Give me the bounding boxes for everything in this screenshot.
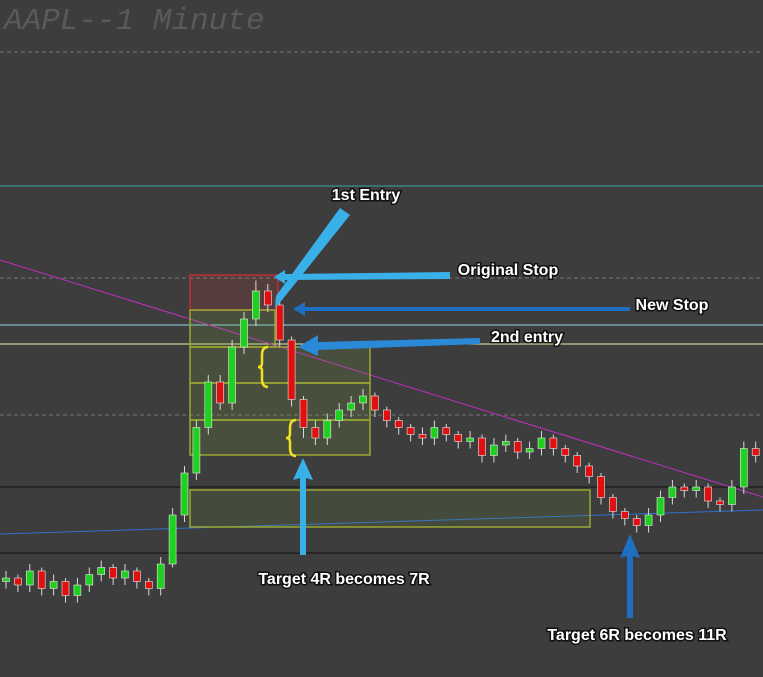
candle-body [252, 290, 260, 320]
candle-body [692, 486, 701, 491]
candle-body [49, 581, 58, 589]
candle-body [347, 402, 355, 411]
candle-body [61, 581, 70, 596]
candle-body [228, 346, 236, 404]
trend-line [0, 259, 763, 498]
candle-body [406, 427, 415, 435]
candle-body [240, 318, 248, 348]
arrow [274, 270, 450, 284]
candle-body [25, 570, 34, 586]
candle-body [751, 448, 760, 456]
brace [257, 345, 297, 458]
candle-body [382, 409, 391, 421]
candle-body [73, 584, 82, 596]
candle-body [311, 427, 320, 439]
candle-body [14, 577, 22, 586]
candle-body [121, 570, 129, 579]
annotation: Original Stop [458, 262, 559, 279]
candle-body [97, 567, 105, 575]
annotation: Target 4R becomes 7R [258, 571, 430, 588]
candles [2, 280, 760, 603]
candle-body [430, 427, 439, 439]
candle-body [133, 570, 141, 582]
candle-body [192, 427, 201, 474]
candle-body [704, 486, 712, 502]
candle-body [490, 444, 498, 456]
candle-body [716, 500, 724, 505]
candle-body [680, 486, 689, 491]
candle-body [145, 581, 153, 589]
candle-body [275, 304, 284, 341]
candle-body [263, 290, 272, 306]
candle-body [109, 567, 117, 579]
candle-body [156, 563, 165, 589]
candle-body [323, 420, 332, 439]
candle-body [644, 514, 653, 526]
arrow [293, 302, 630, 316]
candle-body [632, 518, 641, 526]
candle-body [418, 434, 427, 439]
candle-body [585, 465, 593, 477]
candle-body [525, 448, 534, 453]
candle-body [180, 472, 189, 516]
candle-body [728, 486, 736, 505]
candle-body [2, 577, 10, 582]
candle-body [216, 381, 224, 404]
target-box [189, 419, 371, 456]
candle-body [513, 441, 522, 453]
candle-body [620, 511, 629, 519]
annotation: 2nd entry [491, 329, 563, 346]
chart-title: AAPL--1 Minute [2, 4, 264, 39]
candle-body [287, 339, 296, 400]
candle-body [371, 395, 379, 411]
candle-body [573, 455, 582, 467]
candle-body [501, 441, 510, 446]
target-box [189, 489, 591, 528]
arrow [293, 458, 313, 555]
candle-body [335, 409, 344, 421]
candle-body [561, 448, 570, 456]
trend-line [0, 509, 763, 535]
candle-body [37, 570, 46, 589]
stop-box [189, 274, 279, 311]
candle-body [359, 395, 367, 404]
arrow [298, 335, 480, 356]
candle-body [466, 437, 474, 442]
annotation: Target 6R becomes 11R [547, 627, 727, 644]
candle-body [597, 476, 605, 498]
candle-body [299, 399, 308, 428]
target-box [189, 346, 371, 384]
arrow [275, 208, 350, 308]
candle-body [656, 497, 665, 516]
target-boxes [189, 274, 591, 528]
candle-body [454, 434, 463, 442]
arrow [620, 534, 640, 618]
candle-body [168, 514, 177, 565]
candle-body [739, 448, 748, 488]
candle-body [478, 437, 486, 456]
annotations: 1st Entry Original Stop New Stop 2nd ent… [257, 186, 729, 646]
candle-body [537, 437, 546, 449]
candle-body [668, 486, 677, 498]
annotation: New Stop [636, 297, 709, 314]
annotation: 1st Entry [332, 187, 401, 204]
candle-body [442, 427, 451, 435]
candle-body [549, 437, 558, 449]
candle-body [609, 497, 617, 512]
candle-body [394, 420, 403, 428]
candle-body [204, 381, 213, 428]
candle-body [85, 574, 94, 586]
